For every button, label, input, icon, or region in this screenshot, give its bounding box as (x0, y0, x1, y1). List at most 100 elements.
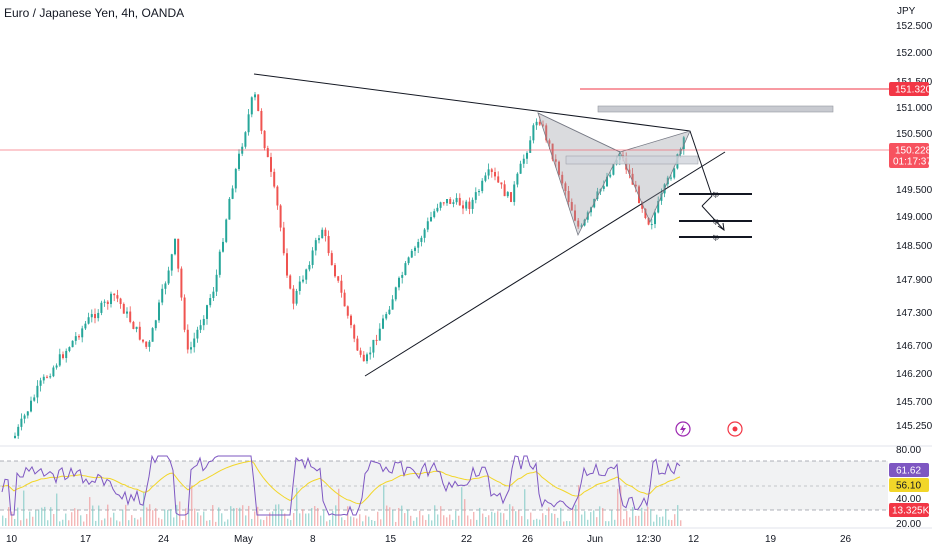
price-tick-label: 145.250 (896, 421, 932, 432)
volume-bar (80, 515, 82, 526)
volume-bar (512, 506, 514, 526)
volume-bar (305, 513, 307, 526)
volume-bar (83, 521, 85, 526)
price-scale-currency[interactable]: JPY (897, 6, 916, 17)
volume-bar (17, 507, 19, 526)
candle-body (532, 125, 535, 141)
volume-bar (650, 509, 652, 526)
candle-body (574, 210, 576, 221)
candle-body (407, 257, 410, 264)
volume-bar (446, 517, 448, 526)
volume-bar (386, 505, 388, 526)
symbol-title[interactable]: Euro / Japanese Yen, 4h, OANDA (4, 6, 185, 20)
volume-bar (596, 517, 598, 526)
candle-body (638, 186, 640, 204)
candle-body (343, 292, 346, 307)
volume-bar (77, 509, 79, 526)
volume-bar (521, 516, 523, 526)
target-icon[interactable] (727, 421, 743, 437)
volume-bar (107, 504, 109, 526)
candle-body (650, 224, 653, 226)
volume-bar (56, 493, 58, 526)
candle-body (522, 158, 525, 164)
volume-bar (203, 511, 205, 526)
time-axis[interactable]: 10 17 24 May 8 15 22 26 Jun 12:30 12 19 26 (6, 534, 852, 545)
candle-body (324, 229, 327, 237)
volume-bar (467, 515, 469, 526)
target-label-1: tp (713, 192, 719, 199)
volume-bar (50, 507, 52, 526)
candle-body (87, 317, 90, 324)
volume-bar (344, 520, 346, 526)
volume-bar (632, 507, 634, 526)
candle-body (436, 207, 439, 212)
volume-bar (644, 511, 646, 526)
lower-trendline[interactable] (364, 151, 726, 377)
volume-bar (656, 514, 658, 526)
candle-body (113, 293, 116, 296)
candle-body (250, 97, 253, 115)
candle-body (186, 329, 189, 350)
candle-body (52, 367, 55, 377)
candle-body (570, 202, 573, 211)
indicator-axis[interactable]: 80.00 40.00 20.00 (896, 445, 921, 530)
volume-bar (626, 510, 628, 526)
volume-bar (647, 506, 649, 526)
time-tick-label: 17 (80, 534, 92, 545)
volume-bar (20, 520, 22, 526)
candle-body (298, 281, 301, 291)
volume-bar (662, 516, 664, 526)
volume-bar (617, 488, 619, 526)
volume-bar (101, 520, 103, 526)
volume-bar (506, 519, 508, 526)
candle-body (404, 263, 407, 275)
volume-bar (575, 504, 577, 526)
candle-body (490, 169, 493, 173)
candle-body (110, 293, 112, 304)
candle-body (519, 163, 522, 174)
volume-bar (674, 514, 676, 526)
candle-body (14, 435, 16, 438)
triangle-pattern[interactable] (253, 73, 726, 377)
volume-bar (233, 508, 235, 526)
rsi-line (1, 454, 681, 516)
volume-bar (602, 508, 604, 526)
candle-body (366, 354, 368, 362)
volume-bar (335, 505, 337, 526)
candle-body (231, 188, 234, 199)
support-zone[interactable] (565, 155, 699, 165)
svg-text:20.00: 20.00 (896, 519, 921, 530)
harmonic-wing-right (619, 130, 691, 224)
svg-text:150.228: 150.228 (895, 146, 932, 157)
harmonic-pattern[interactable] (537, 112, 691, 237)
candle-body (526, 152, 528, 159)
volume-bar (191, 485, 193, 526)
candle-body (423, 229, 426, 238)
candle-body (228, 198, 231, 220)
candle-body (276, 186, 279, 206)
lightning-icon[interactable] (675, 421, 691, 437)
volume-bar (437, 514, 439, 526)
upper-trendline[interactable] (253, 73, 691, 132)
candle-body (286, 253, 288, 276)
candle-body (644, 208, 647, 218)
target-levels[interactable]: tp tp tp (679, 192, 752, 242)
candle-body (55, 365, 58, 368)
candle-body (222, 241, 224, 252)
projection-path[interactable] (689, 130, 725, 232)
volume-bar (209, 520, 211, 526)
candle-body (350, 315, 352, 326)
volume-bar (104, 518, 106, 526)
candle-body (433, 211, 436, 218)
candle-body (26, 411, 29, 416)
volume-bar (143, 491, 145, 526)
volume-bar (566, 520, 568, 526)
candle-body (36, 385, 39, 398)
volume-bar (62, 519, 64, 526)
volume-bar (350, 516, 352, 526)
candle-body (103, 301, 106, 303)
resistance-zone[interactable] (597, 105, 834, 113)
candle-body (542, 124, 544, 126)
candle-body (346, 306, 349, 316)
